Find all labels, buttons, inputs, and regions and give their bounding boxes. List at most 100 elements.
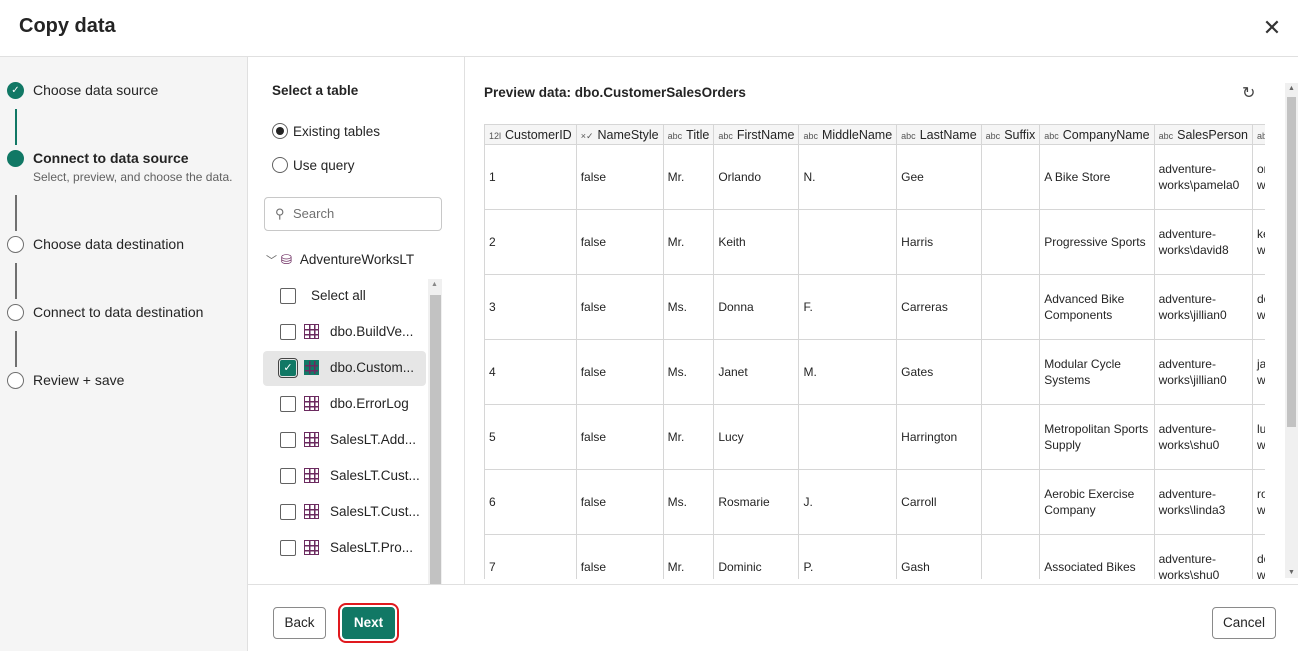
- table-cell: [980, 534, 1041, 579]
- column-header: ab: [1251, 124, 1265, 145]
- table-cell: Ms.: [662, 274, 715, 340]
- column-header: 12l CustomerID: [484, 124, 577, 145]
- column-header: abc FirstName: [713, 124, 800, 145]
- table-cell: or w: [1251, 144, 1265, 210]
- table-cell: Mr.: [662, 209, 715, 275]
- step-label: Connect to data source: [33, 150, 189, 166]
- select-all-item[interactable]: Select all: [263, 279, 426, 314]
- table-name: SalesLT.Add...: [330, 432, 417, 447]
- preview-title: Preview data: dbo.CustomerSalesOrders: [484, 85, 746, 100]
- table-checkbox[interactable]: [280, 432, 296, 448]
- table-cell: Mr.: [662, 404, 715, 470]
- preview-scrollbar[interactable]: ▲ ▼: [1285, 83, 1298, 578]
- table-cell: [980, 404, 1041, 470]
- chevron-down-icon[interactable]: ﹀: [266, 255, 277, 267]
- next-button[interactable]: Next: [338, 603, 399, 643]
- column-name: MiddleName: [822, 127, 893, 142]
- step-connector: [15, 263, 17, 299]
- table-cell: ke w: [1251, 209, 1265, 275]
- radio-use-query[interactable]: Use query: [272, 157, 355, 173]
- table-cell: adventure-works\david8: [1153, 209, 1253, 275]
- step-label: Choose data destination: [33, 236, 184, 252]
- back-button[interactable]: Back: [273, 607, 326, 639]
- radio-label: Existing tables: [293, 124, 381, 139]
- column-type-icon: abc: [901, 130, 916, 141]
- column-name: Title: [686, 127, 710, 142]
- table-cell: Janet: [713, 339, 800, 405]
- table-list-item[interactable]: SalesLT.Cust...: [263, 459, 426, 494]
- table-name: dbo.ErrorLog: [330, 396, 409, 411]
- scroll-up-icon[interactable]: ▲: [431, 281, 438, 288]
- column-type-icon: ×✓: [580, 130, 594, 141]
- table-cell: false: [575, 274, 664, 340]
- table-list-item[interactable]: SalesLT.Cust...: [263, 495, 426, 530]
- table-cell: adventure-works\shu0: [1153, 404, 1253, 470]
- table-icon: [304, 360, 319, 375]
- table-cell: 2: [484, 209, 577, 275]
- table-checkbox[interactable]: ✓: [278, 358, 298, 378]
- refresh-icon[interactable]: ↻: [1242, 85, 1256, 102]
- scroll-down-icon[interactable]: ▼: [1288, 569, 1295, 576]
- search-input[interactable]: ⚲ Search: [264, 197, 442, 231]
- table-cell: [980, 209, 1041, 275]
- table-row: 4 false Ms. Janet M. Gates Modular Cycle Syste…: [484, 339, 1265, 405]
- column-type-icon: abc: [1158, 130, 1174, 141]
- preview-table: 12l CustomerID ×✓ NameStyle abc Title abc First…: [484, 124, 1265, 579]
- pending-step-icon: [7, 372, 24, 389]
- column-type-icon: abc: [667, 130, 683, 141]
- table-cell: Gates: [896, 339, 982, 405]
- scrollbar-thumb[interactable]: [430, 295, 441, 584]
- step-label: Review + save: [33, 372, 125, 388]
- table-cell: do w: [1251, 274, 1265, 340]
- radio-selected-icon: [272, 123, 288, 139]
- table-cell: [980, 274, 1041, 340]
- database-node[interactable]: ﹀ ⛁ AdventureWorksLT: [266, 252, 414, 268]
- table-row: 5 false Mr. Lucy Harrington Metropolitan Spor…: [484, 404, 1265, 470]
- table-checkbox[interactable]: [280, 504, 296, 520]
- table-list-item[interactable]: ✓ dbo.Custom...: [263, 351, 426, 386]
- radio-existing-tables[interactable]: Existing tables: [272, 123, 380, 139]
- column-type-icon: 12l: [489, 130, 502, 141]
- step-subtitle: Select, preview, and choose the data.: [33, 170, 233, 184]
- table-name: SalesLT.Cust...: [330, 468, 420, 483]
- table-cell: A Bike Store: [1039, 144, 1155, 210]
- wizard-steps: ✓ Choose data source Connect to data sou…: [0, 57, 248, 651]
- table-list-scrollbar[interactable]: ▲: [428, 279, 442, 584]
- column-type-icon: abc: [718, 130, 733, 141]
- column-header: abc MiddleName: [798, 124, 898, 145]
- table-cell: [980, 144, 1041, 210]
- table-cell: Mr.: [662, 534, 715, 579]
- table-checkbox[interactable]: [280, 324, 296, 340]
- cancel-button[interactable]: Cancel: [1212, 607, 1276, 639]
- search-icon: ⚲: [275, 206, 285, 221]
- table-list-item[interactable]: dbo.ErrorLog: [263, 387, 426, 422]
- table-list-item[interactable]: SalesLT.Pro...: [263, 531, 426, 566]
- table-icon: [304, 504, 319, 519]
- table-checkbox[interactable]: [280, 396, 296, 412]
- table-list-item[interactable]: dbo.BuildVe...: [263, 315, 426, 350]
- table-cell: Mr.: [662, 144, 715, 210]
- table-cell: lu w: [1251, 404, 1265, 470]
- check-icon: ✓: [7, 82, 24, 99]
- column-header: ×✓ NameStyle: [575, 124, 664, 145]
- database-name: AdventureWorksLT: [299, 252, 415, 267]
- table-cell: [980, 339, 1041, 405]
- search-placeholder: Search: [293, 206, 335, 221]
- table-cell: 3: [484, 274, 577, 340]
- table-name: SalesLT.Cust...: [330, 504, 420, 519]
- table-cell: false: [575, 404, 664, 470]
- table-checkbox[interactable]: [280, 468, 296, 484]
- table-checkbox[interactable]: [280, 540, 296, 556]
- table-list-item[interactable]: SalesLT.Add...: [263, 423, 426, 458]
- select-all-checkbox[interactable]: [280, 288, 296, 304]
- column-header: abc Suffix: [980, 124, 1041, 145]
- table-cell: Modular Cycle Systems: [1039, 339, 1155, 405]
- table-row: 6 false Ms. Rosmarie J. Carroll Aerobic Exerci…: [484, 469, 1265, 535]
- close-icon[interactable]: ✕: [1262, 15, 1282, 40]
- column-name: LastName: [919, 127, 977, 142]
- dialog-header: Copy data ✕: [0, 0, 1298, 57]
- table-cell: F.: [798, 274, 898, 340]
- table-cell: false: [575, 469, 664, 535]
- scroll-up-icon[interactable]: ▲: [1288, 85, 1295, 92]
- scrollbar-thumb[interactable]: [1287, 97, 1296, 427]
